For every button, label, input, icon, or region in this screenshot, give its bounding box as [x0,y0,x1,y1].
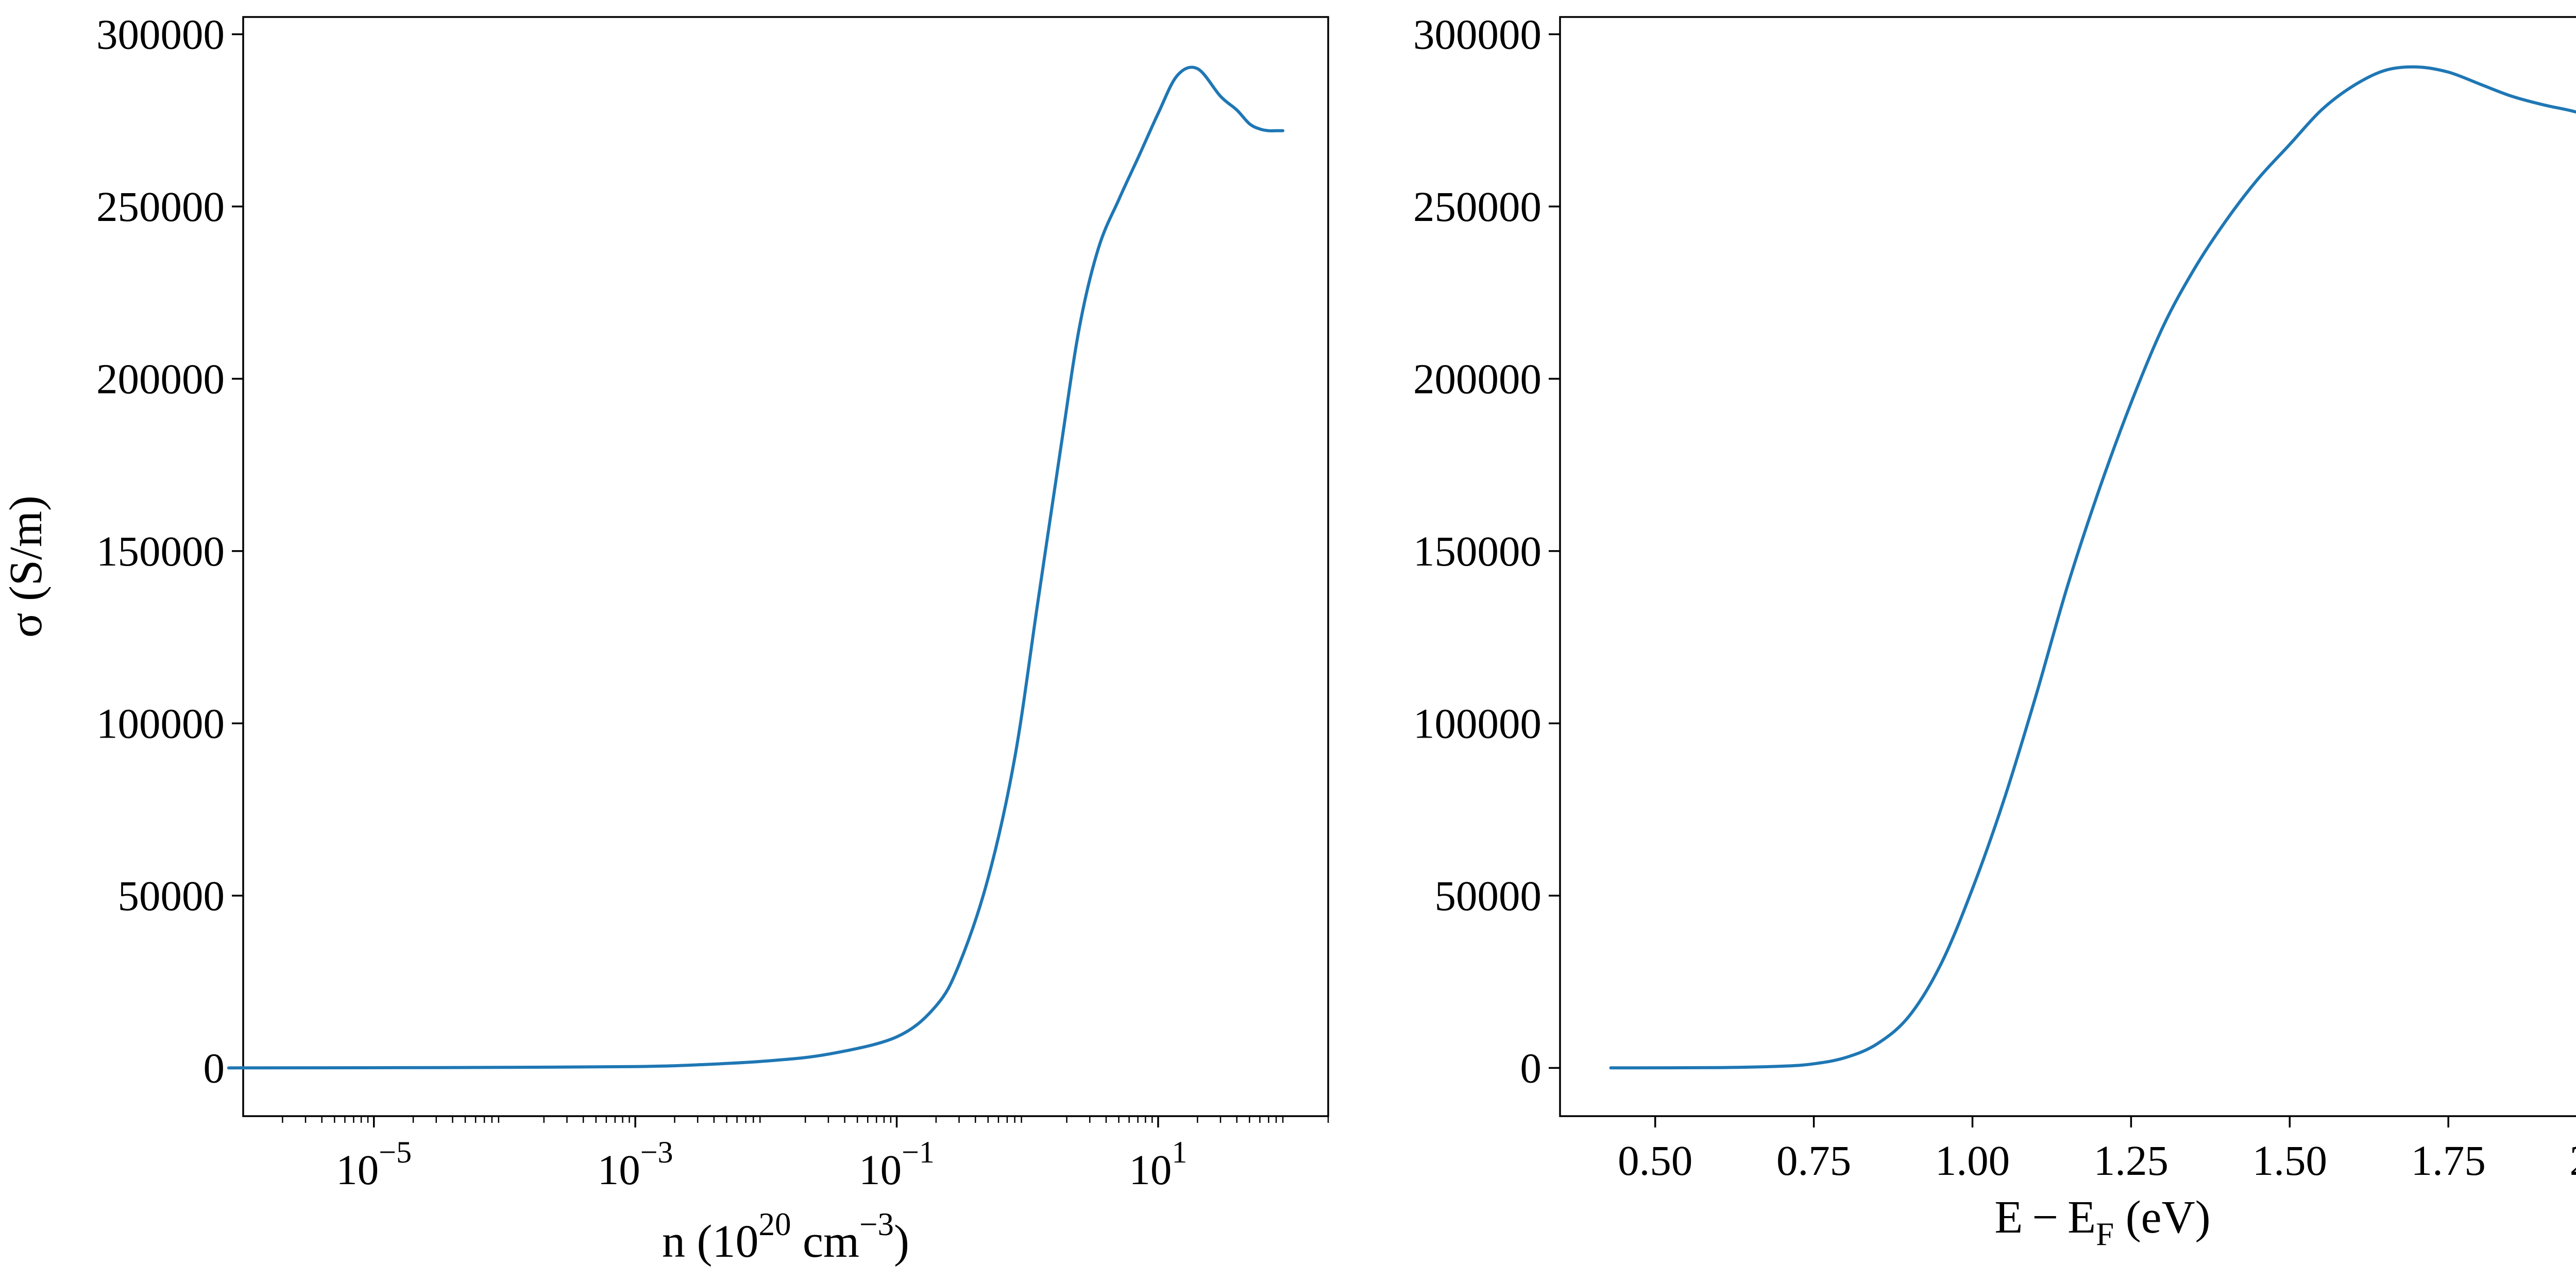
x-tick-label: 2.00 [2569,1137,2576,1184]
right-chart-sigma-vs-energy: 0 50000 100000 150000 200000 250000 300000 0.50… [1413,10,2576,1252]
y-axis-title: σ (S/m) [1,495,52,638]
x-tick-label: 1.00 [1935,1137,2010,1184]
y-tick-label: 250000 [96,183,225,230]
plot-frame [242,16,1329,1117]
x-tick-label: 10−3 [598,1135,673,1193]
y-tick-label: 150000 [96,527,225,575]
x-axis-title: n (1020 cm−3) [662,1206,909,1267]
y-tick-label: 200000 [96,355,225,402]
x-tick-label: 0.75 [1776,1137,1851,1184]
x-tick-label: 101 [1129,1135,1187,1193]
y-tick-label: 50000 [1435,872,1542,919]
x-tick-label: 1.50 [2252,1137,2327,1184]
series-line [227,65,1284,1070]
y-tick-label: 300000 [1413,10,1541,58]
y-tick-label: 200000 [1413,355,1541,402]
y-tick-label: 50000 [118,872,225,919]
x-axis-title: E − EF (eV) [1994,1192,2210,1252]
y-tick-label: 0 [204,1044,225,1091]
x-tick-label: 10−1 [859,1135,935,1193]
x-tick-label: 0.50 [1618,1137,1692,1184]
y-tick-label: 0 [1520,1044,1542,1091]
x-tick-label: 10−5 [336,1135,412,1193]
y-tick-label: 250000 [1413,183,1541,230]
x-tick-label: 1.75 [2411,1137,2486,1184]
series-line [1609,65,2576,1070]
y-tick-label: 100000 [1413,699,1541,747]
y-tick-label: 150000 [1413,527,1541,575]
y-tick-label: 300000 [96,10,225,58]
left-chart-sigma-vs-n: 0 50000 100000 150000 200000 250000 300000 10−5… [1,10,1329,1267]
y-tick-label: 100000 [96,699,225,747]
plot-frame [1559,16,2576,1117]
x-tick-label: 1.25 [2094,1137,2168,1184]
